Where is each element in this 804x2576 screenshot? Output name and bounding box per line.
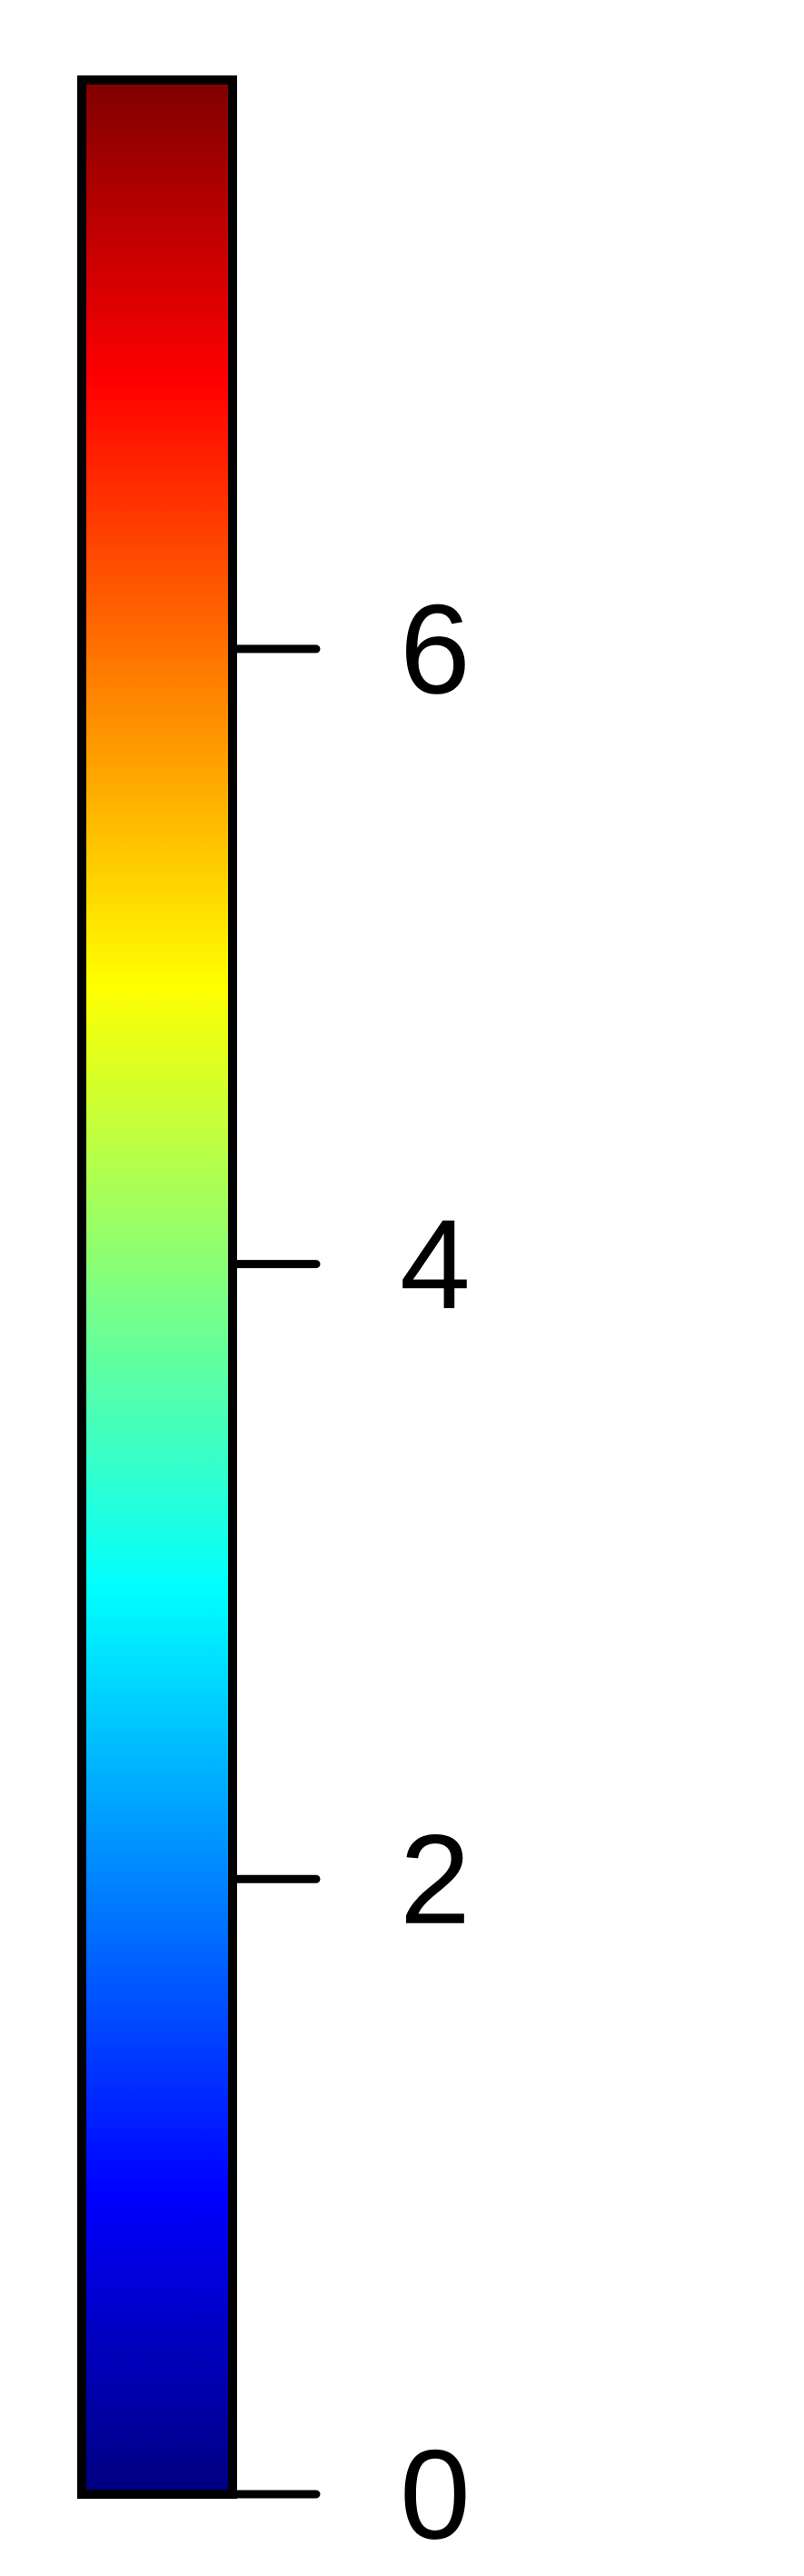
colorbar-outline — [77, 75, 237, 2499]
tick-label-6: 6 — [400, 577, 471, 720]
tick-group: 0 2 4 6 — [228, 577, 471, 2566]
tick-label-0: 0 — [400, 2423, 471, 2566]
tick-label-4: 4 — [400, 1193, 471, 1335]
colorbar-gradient — [82, 80, 233, 2494]
tick-label-2: 2 — [400, 1808, 471, 1951]
